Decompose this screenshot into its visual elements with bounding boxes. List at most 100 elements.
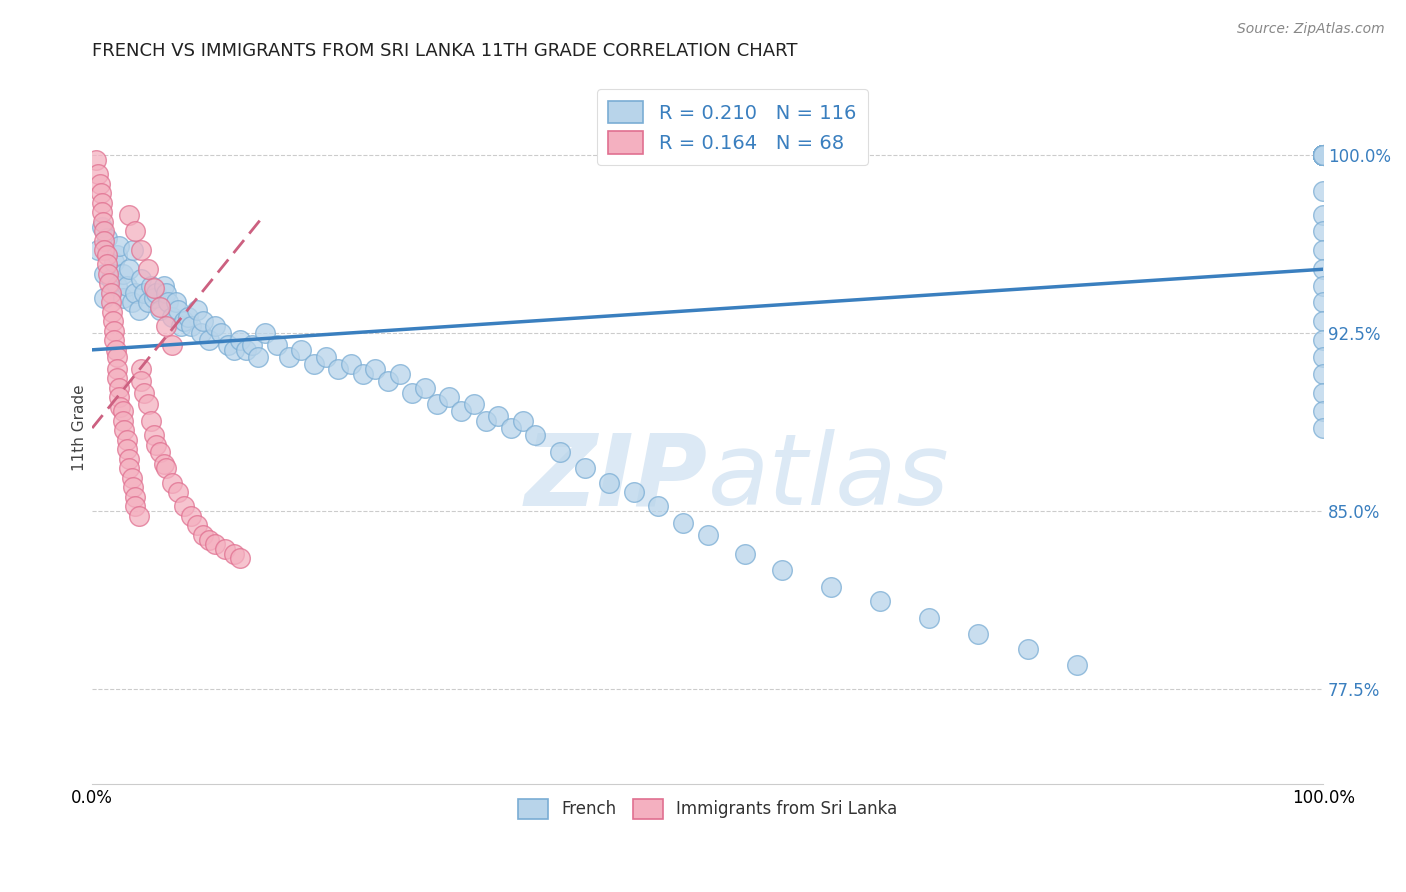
Point (89, 177, 111, 191)
Point (131, 244, 153, 258)
Point (1312, 148, 1334, 162)
Point (1312, 148, 1334, 162)
Point (155, 319, 177, 334)
Point (84, 153, 107, 168)
Point (132, 385, 155, 400)
Point (512, 414, 534, 428)
Point (229, 551, 252, 566)
Y-axis label: 11th Grade: 11th Grade (72, 384, 87, 471)
Point (157, 295, 180, 310)
Point (339, 357, 361, 371)
Point (160, 310, 183, 324)
Point (352, 367, 374, 381)
Text: ZIP: ZIP (524, 429, 707, 526)
Point (149, 302, 172, 317)
Point (98, 277, 121, 291)
Point (278, 350, 301, 364)
Point (1312, 148, 1334, 162)
Point (180, 508, 202, 523)
Point (124, 490, 146, 504)
Point (1312, 404, 1334, 418)
Point (253, 326, 276, 341)
Point (115, 442, 138, 457)
Point (217, 338, 239, 352)
Point (1312, 148, 1334, 162)
Point (1312, 148, 1334, 162)
Point (247, 350, 270, 364)
Point (266, 338, 288, 352)
Point (1312, 421, 1334, 435)
Point (145, 285, 167, 300)
Point (869, 594, 891, 608)
Point (118, 262, 141, 277)
Point (87, 167, 110, 181)
Point (177, 310, 200, 324)
Point (145, 438, 167, 452)
Point (186, 302, 208, 317)
Point (167, 302, 190, 317)
Point (141, 414, 163, 428)
Point (131, 374, 153, 388)
Point (290, 343, 312, 357)
Point (1312, 148, 1334, 162)
Point (696, 528, 718, 542)
Point (142, 281, 165, 295)
Point (91, 215, 114, 229)
Point (235, 343, 257, 357)
Point (93, 291, 115, 305)
Point (623, 485, 645, 500)
Point (770, 563, 793, 577)
Point (1312, 278, 1334, 293)
Point (548, 444, 571, 458)
Text: atlas: atlas (707, 429, 949, 526)
Point (93, 234, 115, 248)
Point (222, 547, 245, 561)
Point (647, 500, 669, 514)
Point (315, 350, 337, 364)
Point (111, 267, 134, 281)
Point (1312, 184, 1334, 198)
Point (87, 244, 110, 258)
Point (105, 248, 128, 262)
Point (128, 302, 150, 317)
Point (1312, 208, 1334, 222)
Point (91, 219, 114, 234)
Point (136, 397, 159, 411)
Point (160, 475, 183, 490)
Point (191, 528, 214, 542)
Text: Source: ZipAtlas.com: Source: ZipAtlas.com (1237, 22, 1385, 37)
Point (118, 451, 141, 466)
Point (111, 414, 134, 428)
Point (204, 537, 226, 551)
Point (152, 457, 174, 471)
Point (437, 390, 460, 404)
Point (105, 371, 128, 385)
Point (191, 314, 214, 328)
Point (1312, 148, 1334, 162)
Point (96, 248, 118, 262)
Point (1312, 148, 1334, 162)
Point (1312, 148, 1334, 162)
Point (97, 267, 120, 281)
Point (91, 205, 114, 219)
Point (108, 238, 131, 252)
Point (1312, 148, 1334, 162)
Legend: French, Immigrants from Sri Lanka: French, Immigrants from Sri Lanka (512, 793, 904, 825)
Point (167, 485, 190, 500)
Point (124, 285, 146, 300)
Point (734, 547, 756, 561)
Point (524, 428, 547, 442)
Point (1312, 244, 1334, 258)
Point (105, 350, 128, 364)
Point (142, 428, 165, 442)
Point (486, 409, 509, 424)
Point (90, 186, 112, 201)
Point (110, 400, 132, 414)
Point (160, 338, 183, 352)
Point (413, 381, 436, 395)
Point (96, 231, 118, 245)
Point (136, 262, 159, 277)
Point (96, 258, 118, 272)
Point (574, 461, 596, 475)
Point (115, 433, 138, 447)
